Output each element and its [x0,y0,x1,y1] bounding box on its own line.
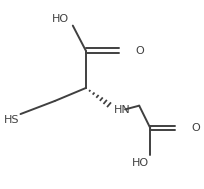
Text: O: O [192,123,200,133]
Text: HS: HS [4,115,19,125]
Text: HO: HO [52,14,69,24]
Text: O: O [135,46,144,56]
Text: HO: HO [132,158,149,168]
Text: HN: HN [114,105,131,115]
